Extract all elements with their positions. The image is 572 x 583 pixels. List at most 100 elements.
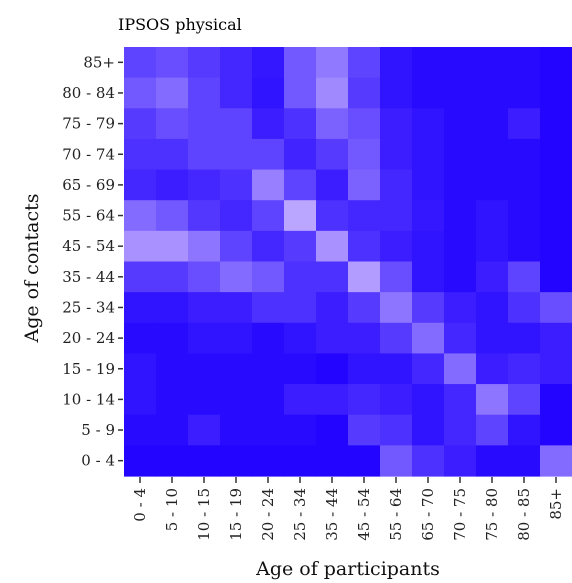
heatmap-cell (540, 322, 572, 355)
heatmap-cell (220, 414, 253, 446)
heatmap-cell (476, 77, 509, 109)
y-tick-label: 70 - 74 (62, 145, 115, 163)
heatmap-cell (476, 230, 509, 263)
heatmap-cell (252, 292, 285, 324)
y-tick-label: 10 - 14 (62, 390, 115, 408)
heatmap-cell (508, 261, 541, 293)
heatmap-cell (348, 138, 381, 171)
heatmap-cell (284, 261, 317, 293)
heatmap-cell (476, 414, 509, 446)
heatmap-cell (444, 353, 477, 385)
heatmap-cell (220, 200, 253, 232)
heatmap-cell (444, 414, 477, 446)
heatmap-cell (156, 414, 189, 446)
heatmap-cell (220, 108, 253, 140)
heatmap-cell (380, 230, 413, 263)
heatmap-cell (220, 322, 253, 355)
heatmap-cell (348, 200, 381, 232)
heatmap-cell (156, 138, 189, 171)
heatmap-cell (508, 77, 541, 109)
x-tick-label: 0 - 4 (131, 488, 149, 522)
heatmap-cell (476, 169, 509, 201)
x-tick-label: 20 - 24 (259, 488, 277, 541)
heatmap-cell (156, 169, 189, 201)
heatmap-cell (508, 138, 541, 171)
heatmap-cell (124, 200, 157, 232)
heatmap-cell (444, 230, 477, 263)
heatmap-cell (348, 384, 381, 416)
heatmap-cell (476, 353, 509, 385)
heatmap-cell (316, 353, 349, 385)
heatmap-cell (412, 353, 445, 385)
heatmap-cell (508, 292, 541, 324)
heatmap-cell (412, 169, 445, 201)
heatmap-cell (124, 108, 157, 140)
heatmap-cell (380, 445, 413, 477)
heatmap-cell (508, 108, 541, 140)
heatmap-cell (220, 169, 253, 201)
heatmap-cell (412, 414, 445, 446)
heatmap-cell (380, 353, 413, 385)
heatmap-cell (284, 77, 317, 109)
heatmap-cell (476, 261, 509, 293)
heatmap-cell (508, 169, 541, 201)
heatmap-cell (316, 414, 349, 446)
y-axis-label: Age of contacts (21, 194, 43, 344)
heatmap-cell (508, 414, 541, 446)
heatmap-cell (220, 261, 253, 293)
heatmap-cell (124, 47, 157, 79)
heatmap-cell (540, 384, 572, 416)
heatmap-cell (156, 445, 189, 477)
heatmap-cell (380, 138, 413, 171)
x-tick-label: 10 - 15 (195, 488, 213, 541)
heatmap-cell (124, 353, 157, 385)
heatmap-cell (476, 200, 509, 232)
heatmap-cell (380, 292, 413, 324)
heatmap-cell (124, 445, 157, 477)
x-tick-label: 85+ (547, 488, 565, 520)
heatmap-cell (188, 138, 221, 171)
heatmap-cell (412, 138, 445, 171)
heatmap-cell (412, 200, 445, 232)
heatmap-cell (188, 445, 221, 477)
heatmap-cell (316, 445, 349, 477)
heatmap-cell (412, 77, 445, 109)
heatmap-cell (124, 169, 157, 201)
heatmap-cell (476, 47, 509, 79)
heatmap-cell (124, 414, 157, 446)
heatmap-cell (124, 322, 157, 355)
heatmap-cell (444, 445, 477, 477)
heatmap-cell (124, 77, 157, 109)
heatmap-cell (124, 138, 157, 171)
heatmap-cell (316, 77, 349, 109)
heatmap-cell (284, 292, 317, 324)
heatmap-cell (476, 108, 509, 140)
heatmap-cell (284, 138, 317, 171)
heatmap-cell (220, 138, 253, 171)
heatmap-cell (540, 138, 572, 171)
heatmap-cell (124, 230, 157, 263)
heatmap-cell (252, 77, 285, 109)
heatmap-cell (348, 47, 381, 79)
heatmap-cell (316, 169, 349, 201)
y-tick-label: 20 - 24 (62, 329, 115, 347)
heatmap-cell (348, 108, 381, 140)
heatmap-cell (540, 445, 572, 477)
y-axis-ticks: 0 - 4 5 - 9 10 - 14 15 - 19 20 - 24 25 - 34 35… (62, 53, 123, 470)
heatmap-cell (348, 353, 381, 385)
heatmap-cells (124, 47, 572, 477)
heatmap-cell (476, 292, 509, 324)
heatmap-cell (220, 230, 253, 263)
heatmap-cell (156, 108, 189, 140)
heatmap-cell (508, 200, 541, 232)
heatmap-cell (348, 445, 381, 477)
x-tick-label: 75 - 80 (483, 488, 501, 541)
heatmap-cell (252, 322, 285, 355)
heatmap-cell (252, 47, 285, 79)
heatmap-cell (124, 384, 157, 416)
heatmap-cell (412, 445, 445, 477)
heatmap-cell (412, 47, 445, 79)
heatmap-cell (156, 200, 189, 232)
heatmap-cell (316, 138, 349, 171)
heatmap-cell (156, 322, 189, 355)
